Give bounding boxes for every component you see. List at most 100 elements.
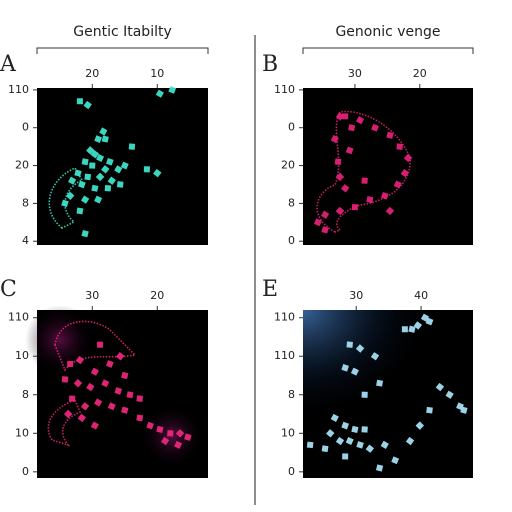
point bbox=[94, 135, 102, 143]
title-bracket bbox=[302, 47, 474, 54]
point bbox=[361, 391, 368, 398]
y-tick-label: 10 bbox=[281, 426, 295, 439]
point bbox=[356, 116, 365, 125]
y-tick-label: 0 bbox=[22, 121, 29, 134]
point bbox=[75, 355, 85, 365]
band bbox=[316, 110, 411, 233]
point bbox=[156, 425, 164, 434]
point bbox=[321, 226, 329, 234]
point bbox=[90, 421, 99, 430]
point bbox=[101, 379, 110, 388]
panel-title: Gentic Itabilty bbox=[73, 24, 172, 40]
point bbox=[335, 436, 345, 446]
point bbox=[348, 124, 356, 132]
point bbox=[65, 191, 75, 201]
panel: B Genonic venge 30 20 110 0 20 8 0 bbox=[262, 24, 474, 247]
band bbox=[48, 166, 84, 229]
point bbox=[385, 206, 395, 216]
point bbox=[68, 176, 77, 185]
y-tick-label: 10 bbox=[15, 426, 29, 439]
point bbox=[76, 207, 84, 215]
point bbox=[445, 390, 454, 399]
point bbox=[153, 168, 162, 178]
point bbox=[175, 429, 185, 438]
point bbox=[106, 157, 114, 166]
point bbox=[74, 169, 82, 177]
point bbox=[361, 426, 368, 433]
y-tick-label: 8 bbox=[22, 388, 29, 401]
point bbox=[400, 168, 410, 178]
point bbox=[107, 176, 116, 185]
point bbox=[67, 360, 74, 367]
point bbox=[425, 317, 434, 326]
point bbox=[61, 376, 69, 383]
panel-label: C bbox=[0, 277, 17, 302]
point bbox=[346, 341, 353, 348]
point bbox=[114, 165, 123, 174]
point bbox=[120, 161, 129, 170]
point bbox=[116, 181, 124, 188]
point bbox=[136, 395, 144, 402]
point bbox=[105, 360, 114, 368]
point bbox=[366, 196, 374, 204]
point bbox=[405, 436, 415, 446]
point bbox=[415, 421, 425, 430]
point bbox=[335, 172, 345, 182]
point bbox=[345, 146, 354, 155]
y-tick-label: 8 bbox=[288, 388, 295, 401]
panel-title: Genonic venge bbox=[335, 24, 440, 40]
y-tick-label: 8 bbox=[22, 196, 29, 209]
point bbox=[345, 437, 354, 445]
point bbox=[408, 325, 416, 333]
point bbox=[370, 352, 380, 361]
point bbox=[89, 162, 96, 169]
x-tick-label: 20 bbox=[413, 67, 427, 80]
x-tick-label: 20 bbox=[85, 67, 99, 80]
point bbox=[351, 425, 359, 434]
point bbox=[114, 387, 123, 395]
point bbox=[77, 413, 87, 423]
point bbox=[155, 89, 164, 98]
point bbox=[413, 321, 423, 330]
point bbox=[101, 165, 110, 174]
point bbox=[94, 195, 103, 204]
point bbox=[76, 98, 83, 105]
point bbox=[184, 433, 192, 441]
y-tick-label: 20 bbox=[281, 159, 295, 172]
glow bbox=[25, 305, 95, 375]
point bbox=[365, 444, 375, 453]
point bbox=[90, 367, 99, 376]
point bbox=[96, 153, 105, 162]
point bbox=[351, 204, 359, 211]
point bbox=[321, 445, 329, 453]
point bbox=[391, 456, 400, 465]
point bbox=[83, 100, 92, 110]
point bbox=[313, 218, 322, 227]
point bbox=[341, 364, 349, 372]
point bbox=[361, 177, 368, 184]
point bbox=[403, 153, 413, 163]
point bbox=[86, 382, 95, 392]
panel: E 30 40 110 110 8 10 0 bbox=[262, 277, 473, 478]
point bbox=[174, 440, 183, 449]
y-tick-label: 0 bbox=[288, 465, 295, 478]
point bbox=[330, 135, 339, 144]
point bbox=[167, 430, 174, 437]
point bbox=[380, 440, 389, 449]
point bbox=[160, 436, 170, 446]
y-tick-label: 110 bbox=[8, 83, 29, 96]
point bbox=[426, 406, 433, 414]
point bbox=[101, 135, 109, 143]
point bbox=[335, 112, 345, 121]
point bbox=[99, 127, 108, 136]
point bbox=[69, 395, 76, 402]
point bbox=[341, 421, 350, 430]
point bbox=[386, 131, 394, 139]
point bbox=[81, 158, 89, 166]
point bbox=[306, 441, 314, 449]
point bbox=[340, 184, 350, 193]
point bbox=[121, 371, 129, 380]
point bbox=[334, 158, 342, 166]
